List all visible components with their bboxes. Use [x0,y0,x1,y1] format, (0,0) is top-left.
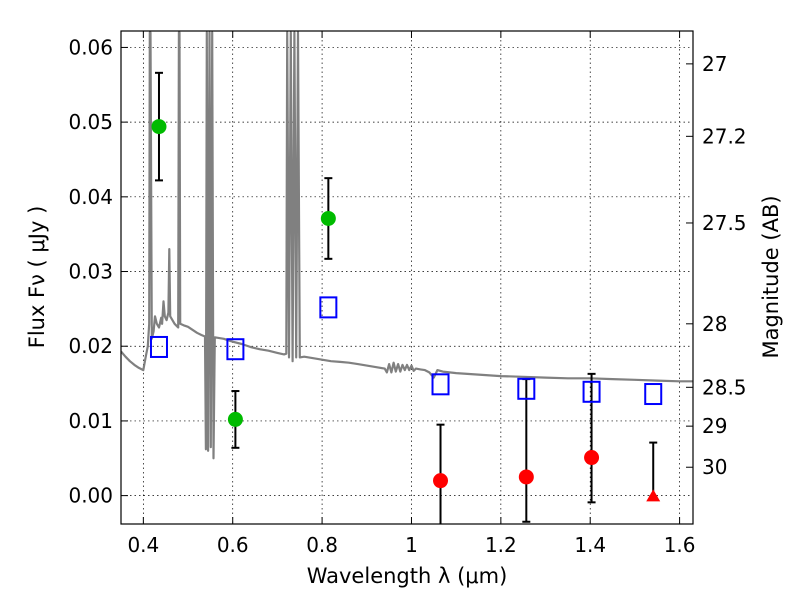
grid-lines [121,31,693,524]
right-tick-label: 27.2 [702,124,747,148]
x-tick-label: 0.6 [217,533,249,557]
data-point-circle [151,119,167,135]
model-point-square [582,380,601,403]
template-spectrum [121,31,693,460]
model-point-square [517,377,536,400]
right-tick-label: 28.5 [702,375,747,399]
x-tick-label: 1.6 [664,533,696,557]
right-axis-ticks: 27 27.2 27.5 28 28.5 29 30 [686,52,747,479]
spectrum-line [121,31,693,460]
model-point-square [226,338,245,361]
right-tick-label: 27.5 [702,211,747,235]
data-point-triangle [646,489,661,502]
right-axis-label: Magnitude (AB) [759,195,783,358]
x-tick-label: 1 [405,533,418,557]
x-tick-label: 0.8 [306,533,338,557]
right-tick-label: 28 [702,312,727,336]
y-tick-label: 0.04 [68,185,113,209]
data-point-circle [320,210,336,226]
x-axis-label: Wavelength λ (μm) [307,564,508,588]
data-point-circle [518,469,534,485]
y-tick-label: 0.03 [68,260,113,284]
y-tick-label: 0.06 [68,35,113,59]
data-point-circle [227,411,243,427]
y-axis-label: Flux Fν ( μJy ) [25,206,49,349]
model-point-square [431,373,450,396]
model-point-square [644,383,663,406]
x-axis-ticks: 0.4 0.6 0.8 1 1.2 1.4 1.6 [127,31,696,557]
y-tick-label: 0.00 [68,484,113,508]
data-marks [149,71,663,524]
plot-area [121,31,693,524]
right-tick-label: 30 [702,455,727,479]
y-tick-label: 0.02 [68,334,113,358]
data-point-circle [433,473,449,489]
x-tick-label: 0.4 [127,533,159,557]
right-tick-label: 27 [702,52,727,76]
y-tick-label: 0.05 [68,110,113,134]
x-tick-label: 1.2 [485,533,517,557]
right-tick-label: 29 [702,414,727,438]
model-point-square [149,335,168,358]
x-tick-label: 1.4 [574,533,606,557]
model-point-square [319,296,338,319]
plot-frame [120,30,694,525]
data-point-circle [584,450,600,466]
y-tick-label: 0.01 [68,409,113,433]
y-axis-ticks: 0.00 0.01 0.02 0.03 0.04 0.05 0.06 [68,35,128,508]
